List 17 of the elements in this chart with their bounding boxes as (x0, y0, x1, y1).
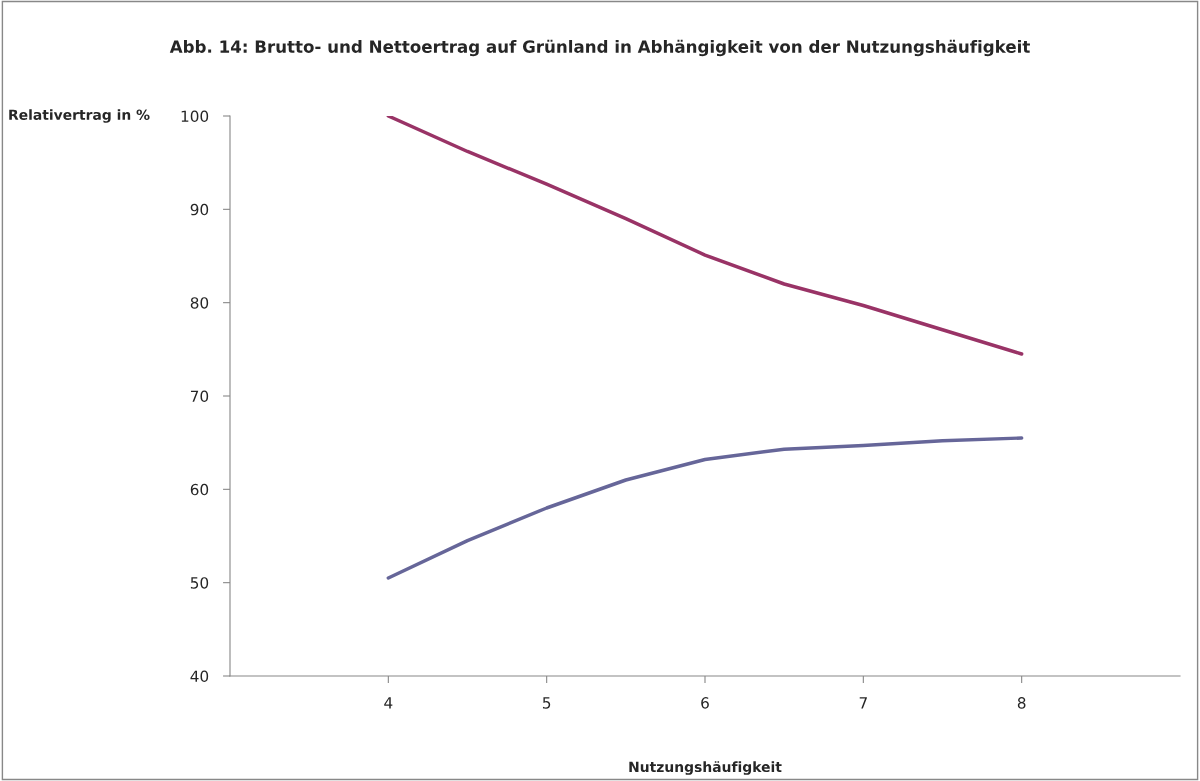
y-tick-label: 60 (190, 483, 209, 496)
y-axis-title: Relativertrag in % (9, 109, 150, 123)
x-tick-label: 4 (384, 697, 393, 709)
x-tick-label: 7 (859, 697, 867, 709)
line-series (386, 116, 1024, 356)
x-tick-label: 6 (701, 697, 709, 709)
y-tick-label: 90 (190, 203, 209, 216)
y-tick-label: 100 (181, 110, 209, 123)
y-tick-label: 40 (190, 670, 209, 683)
chart-title: Abb. 14: Brutto- und Nettoertrag auf Grünland in Abhängigkeit von der Nutzungshäufigkeit (169, 39, 1030, 57)
y-tick-label: 80 (190, 297, 209, 309)
y-tick-label: 70 (190, 390, 209, 403)
x-tick-label: 5 (542, 697, 551, 709)
x-tick-label: 8 (1017, 697, 1026, 709)
y-tick-label: 50 (190, 577, 209, 589)
x-axis-title: Nutzungshäufigkeit (629, 761, 782, 775)
line-series (386, 436, 1024, 580)
